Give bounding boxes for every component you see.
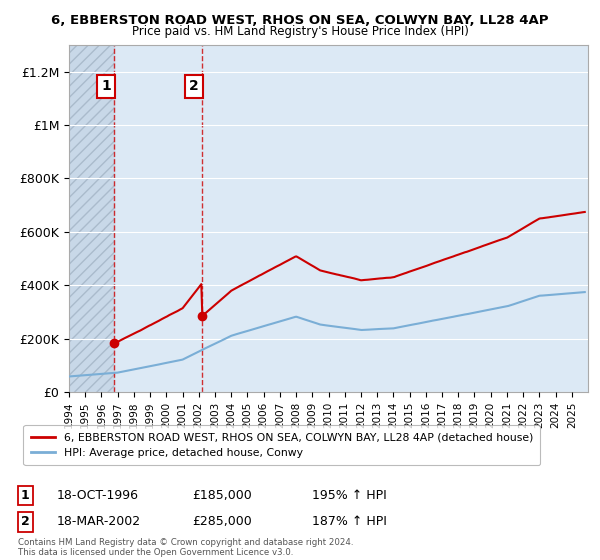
Text: £285,000: £285,000 [192,515,252,529]
Text: £185,000: £185,000 [192,489,252,502]
Text: Price paid vs. HM Land Registry's House Price Index (HPI): Price paid vs. HM Land Registry's House … [131,25,469,38]
Bar [69,45,114,392]
Text: 1: 1 [101,80,111,94]
Text: 2: 2 [21,515,29,529]
Text: 18-MAR-2002: 18-MAR-2002 [57,515,141,529]
Text: 2: 2 [189,80,199,94]
Text: 195% ↑ HPI: 195% ↑ HPI [312,489,387,502]
Text: 6, EBBERSTON ROAD WEST, RHOS ON SEA, COLWYN BAY, LL28 4AP: 6, EBBERSTON ROAD WEST, RHOS ON SEA, COL… [51,14,549,27]
Text: 18-OCT-1996: 18-OCT-1996 [57,489,139,502]
Legend: 6, EBBERSTON ROAD WEST, RHOS ON SEA, COLWYN BAY, LL28 4AP (detached house), HPI:: 6, EBBERSTON ROAD WEST, RHOS ON SEA, COL… [23,425,541,465]
Text: 1: 1 [21,489,29,502]
Text: 187% ↑ HPI: 187% ↑ HPI [312,515,387,529]
Bar [69,45,114,392]
Text: Contains HM Land Registry data © Crown copyright and database right 2024.
This d: Contains HM Land Registry data © Crown c… [18,538,353,557]
